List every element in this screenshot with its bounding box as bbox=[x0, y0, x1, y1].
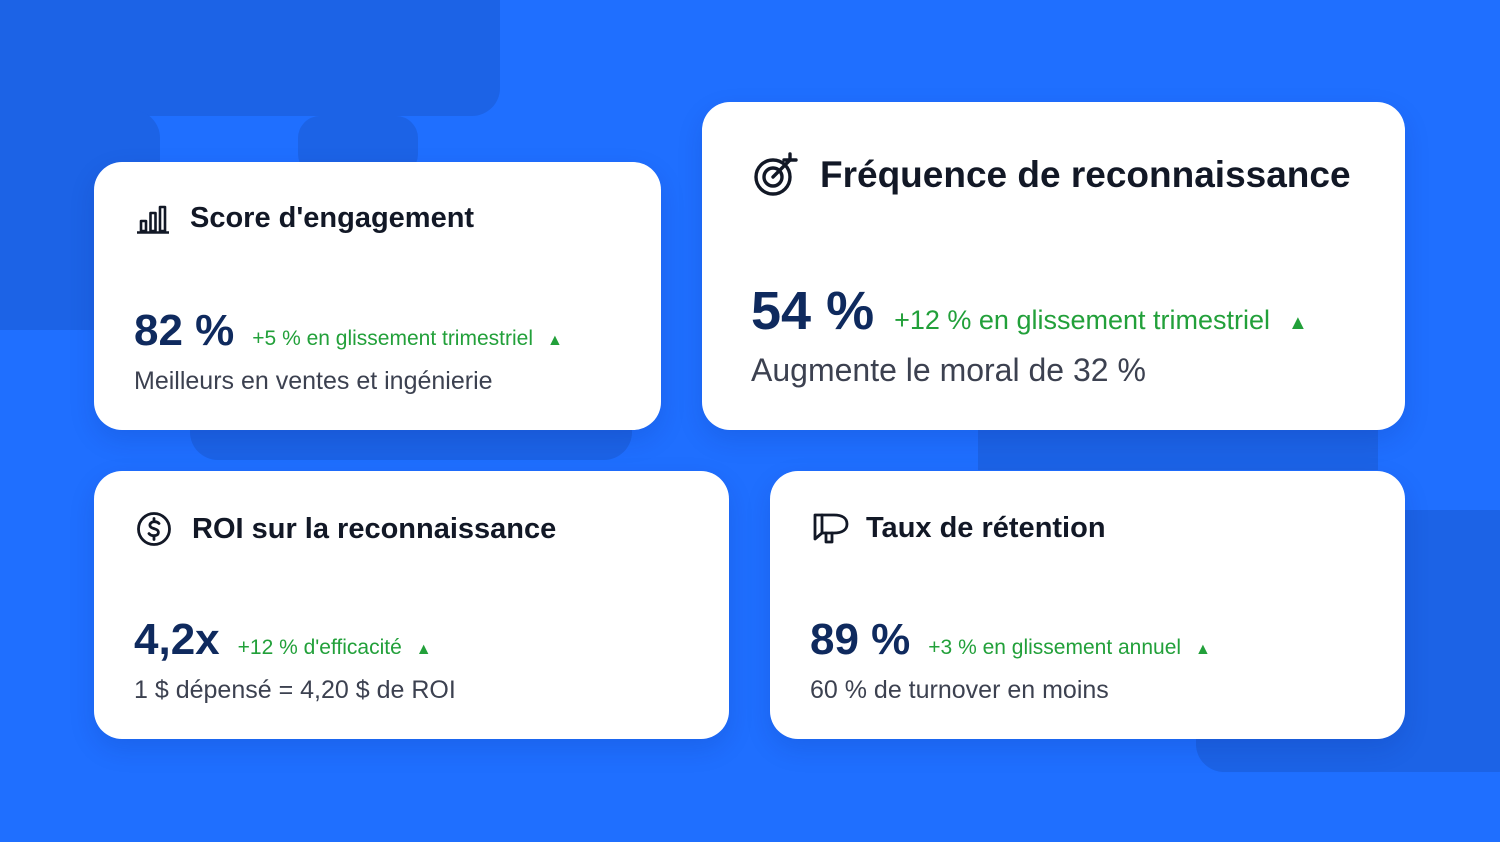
metric-value: 54 % bbox=[751, 281, 875, 341]
card-description: Meilleurs en ventes et ingénierie bbox=[134, 367, 493, 395]
metric-row: 54 % +12 % en glissement trimestriel ▲ bbox=[751, 280, 1308, 342]
metric-row: 89 % +3 % en glissement annuel ▲ bbox=[810, 615, 1211, 665]
trend-text: +12 % en glissement trimestriel bbox=[894, 305, 1270, 335]
recognition-frequency-card: Fréquence de reconnaissance 54 % +12 % e… bbox=[702, 102, 1405, 430]
trend-text: +3 % en glissement annuel bbox=[928, 636, 1182, 659]
bar-chart-icon bbox=[136, 204, 170, 234]
roi-card: ROI sur la reconnaissance 4,2x +12 % d'e… bbox=[94, 471, 729, 739]
trend-up-icon: ▲ bbox=[1195, 641, 1211, 658]
card-header: ROI sur la reconnaissance bbox=[136, 511, 556, 547]
dollar-circle-icon bbox=[136, 511, 172, 547]
card-header: Taux de rétention bbox=[812, 511, 1106, 545]
metric-value: 89 % bbox=[810, 615, 911, 664]
card-header: Score d'engagement bbox=[136, 202, 474, 235]
metric-value: 82 % bbox=[134, 306, 235, 355]
card-title: ROI sur la reconnaissance bbox=[192, 512, 557, 545]
metric-row: 82 % +5 % en glissement trimestriel ▲ bbox=[134, 306, 563, 356]
retention-rate-card: Taux de rétention 89 % +3 % en glissemen… bbox=[770, 471, 1405, 739]
card-description: Augmente le moral de 32 % bbox=[751, 352, 1146, 388]
trend-up-icon: ▲ bbox=[1288, 312, 1308, 334]
card-header: Fréquence de reconnaissance bbox=[752, 152, 1351, 198]
target-icon bbox=[752, 152, 798, 198]
card-title: Taux de rétention bbox=[866, 511, 1106, 544]
engagement-score-card: Score d'engagement 82 % +5 % en glisseme… bbox=[94, 162, 661, 430]
metric-row: 4,2x +12 % d'efficacité ▲ bbox=[134, 615, 432, 665]
card-description: 60 % de turnover en moins bbox=[810, 676, 1109, 704]
card-title: Fréquence de reconnaissance bbox=[820, 154, 1351, 195]
card-description: 1 $ dépensé = 4,20 $ de ROI bbox=[134, 676, 456, 704]
metric-value: 4,2x bbox=[134, 615, 220, 664]
megaphone-icon bbox=[812, 511, 850, 545]
trend-up-icon: ▲ bbox=[547, 332, 563, 349]
background-shape bbox=[0, 0, 500, 116]
card-title: Score d'engagement bbox=[190, 202, 475, 234]
trend-text: +12 % d'efficacité bbox=[237, 636, 402, 659]
trend-up-icon: ▲ bbox=[415, 641, 432, 658]
trend-text: +5 % en glissement trimestriel bbox=[252, 327, 533, 350]
